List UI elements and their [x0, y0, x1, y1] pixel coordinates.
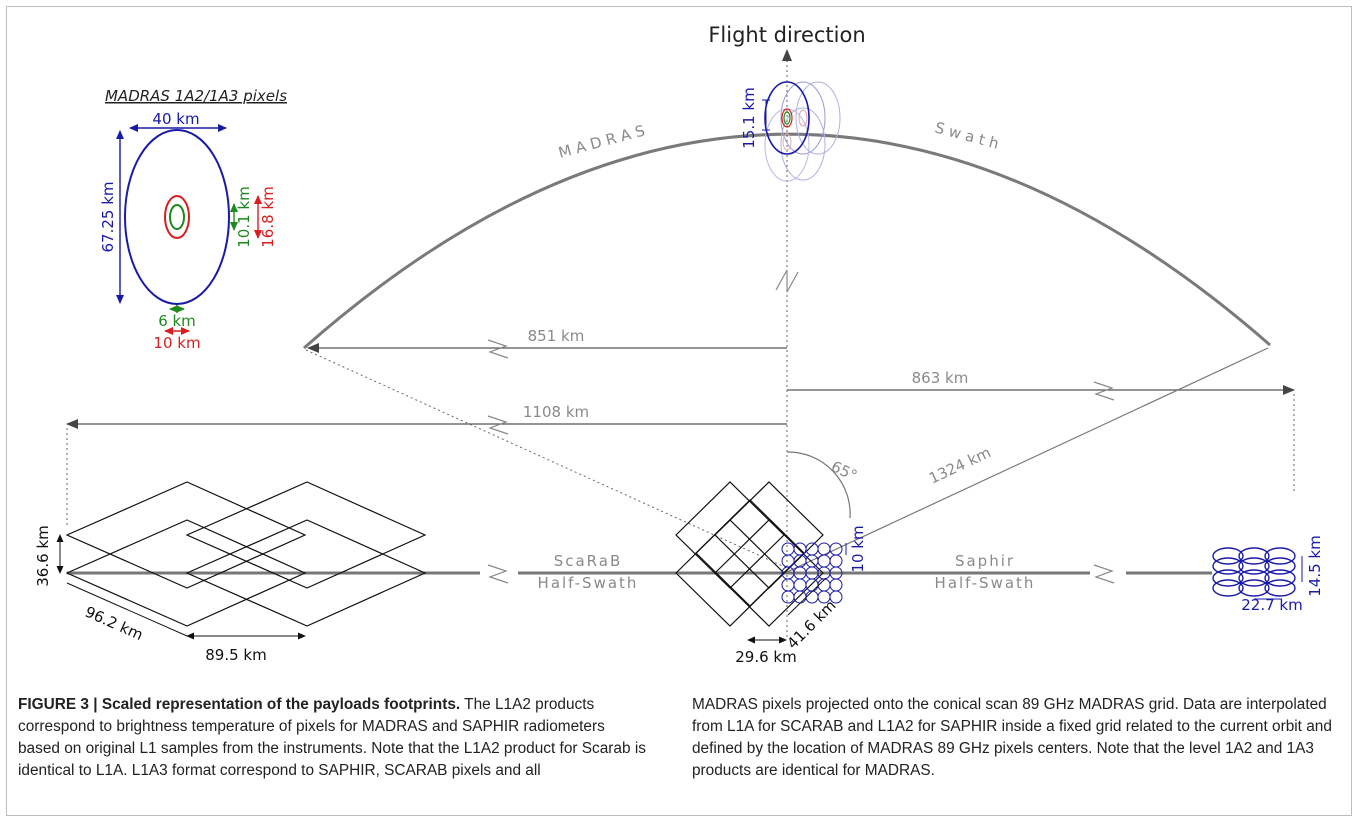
break-scarab [487, 564, 509, 584]
label-89-5km: 89.5 km [205, 646, 266, 664]
saphir-label-2: Half-Swath [935, 574, 1036, 592]
madras-grid-center [781, 542, 843, 604]
label-1108km: 1108 km [523, 403, 589, 421]
inset-madras-ellipse [124, 129, 230, 305]
caption-left-text: The L1A2 products correspond to brightne… [18, 696, 646, 779]
break-1108km [487, 415, 509, 435]
inset-label-67km: 67.25 km [99, 181, 117, 252]
label-22-7km: 22.7 km [1241, 596, 1302, 614]
saphir-label-1: Saphir [955, 552, 1015, 570]
scarab-footprints-left [65, 481, 427, 627]
dim-41-6km [787, 577, 827, 616]
footprint-diagram: Flight direction M A D R A S S w a t h 1… [34, 23, 1324, 666]
label-851km: 851 km [528, 327, 585, 345]
figure-frame [6, 6, 1352, 816]
flight-direction-label: Flight direction [708, 23, 865, 47]
label-14-5km: 14.5 km [1306, 535, 1324, 596]
break-863km [1093, 381, 1115, 401]
axis-break-symbol [775, 269, 799, 293]
caption-left: FIGURE 3 | Scaled representation of the … [18, 694, 648, 782]
dotted-diagonal [305, 349, 788, 569]
caption-right: MADRAS pixels projected onto the conical… [692, 696, 1332, 779]
madras-swath-text-right: S w a t h [933, 118, 1001, 152]
label-863km: 863 km [912, 369, 969, 387]
inset-label-6km: 6 km [158, 312, 196, 330]
break-851km [487, 339, 509, 359]
label-10km-center: 10 km [849, 525, 867, 572]
inset-title: MADRAS 1A2/1A3 pixels [105, 87, 287, 105]
line-1324km [786, 347, 1269, 573]
inset-red-ellipse [164, 195, 190, 239]
label-36-6km: 36.6 km [34, 525, 52, 586]
inset-label-40km: 40 km [152, 110, 199, 128]
madras-footprints-top [764, 81, 841, 182]
inset-label-10-1km: 10.1 km [235, 186, 253, 247]
scarab-label-1: ScaRaB [554, 552, 623, 570]
label-29-6km: 29.6 km [735, 648, 796, 666]
angle-arc-65 [786, 451, 851, 519]
inset-label-16-8km: 16.8 km [259, 186, 277, 247]
saphir-footprints-right [1212, 547, 1296, 597]
label-41-6km: 41.6 km [783, 596, 839, 652]
scarab-footprints-center [675, 481, 824, 627]
dim-96-2km [66, 582, 188, 637]
caption-title: FIGURE 3 | Scaled representation of the … [18, 696, 461, 713]
label-96-2km: 96.2 km [82, 603, 145, 644]
scarab-label-2: Half-Swath [538, 574, 639, 592]
inset-label-10km: 10 km [153, 334, 200, 352]
inset-green-ellipse [169, 204, 185, 230]
break-saphir [1093, 564, 1115, 584]
label-65deg: 65° [828, 457, 860, 485]
label-15-1km: 15.1 km [740, 87, 758, 148]
